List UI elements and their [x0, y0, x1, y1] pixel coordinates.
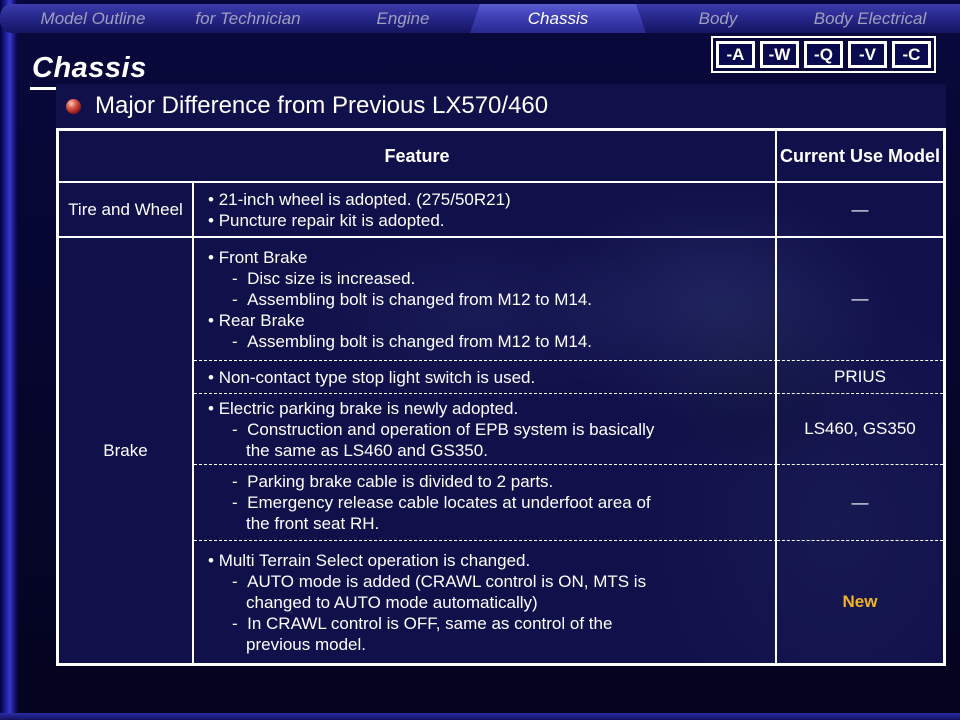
- category-cell-brake: Brake: [59, 238, 194, 663]
- content-panel: Major Difference from Previous LX570/460…: [56, 84, 946, 666]
- top-navigation: Model Outline for Technician Engine Chas…: [0, 4, 960, 33]
- shortcut-button-c[interactable]: -C: [892, 41, 931, 68]
- feature-line: Non-contact type stop light switch is us…: [202, 367, 769, 388]
- slide-heading-text: Major Difference from Previous LX570/460: [95, 92, 549, 119]
- nav-tab-engine[interactable]: Engine: [376, 8, 430, 28]
- feature-line: Rear Brake: [202, 310, 769, 331]
- feature-line: Front Brake: [202, 247, 769, 268]
- slide-heading: Major Difference from Previous LX570/460: [56, 84, 946, 128]
- feature-cell: Parking brake cable is divided to 2 part…: [194, 465, 777, 541]
- nav-tab-chassis[interactable]: Chassis: [470, 4, 646, 33]
- feature-line: Electric parking brake is newly adopted.: [202, 398, 769, 419]
- feature-cell: Electric parking brake is newly adopted.…: [194, 394, 777, 465]
- nav-tab-body[interactable]: Body: [698, 8, 738, 28]
- feature-line: AUTO mode is added (CRAWL control is ON,…: [202, 571, 769, 613]
- nav-tab-body-electrical[interactable]: Body Electrical: [813, 8, 927, 28]
- feature-line: Disc size is increased.: [202, 268, 769, 289]
- shortcut-button-a[interactable]: -A: [716, 41, 755, 68]
- nav-tab-model-outline[interactable]: Model Outline: [40, 8, 146, 28]
- feature-line: In CRAWL control is OFF, same as control…: [202, 613, 769, 655]
- model-cell: PRIUS: [777, 361, 943, 394]
- model-cell: LS460, GS350: [777, 394, 943, 465]
- feature-line: Emergency release cable locates at under…: [202, 492, 769, 534]
- shortcut-button-w[interactable]: -W: [760, 41, 799, 68]
- feature-cell: Front Brake Disc size is increased. Asse…: [194, 238, 777, 361]
- model-cell-new-badge: New: [842, 592, 878, 611]
- feature-cell: 21-inch wheel is adopted. (275/50R21) Pu…: [194, 183, 777, 238]
- section-shortcut-buttons: -A -W -Q -V -C: [711, 36, 936, 73]
- red-sphere-bullet-icon: [66, 98, 81, 114]
- bottom-frame-bar: [0, 713, 960, 720]
- model-cell: —: [777, 465, 943, 541]
- feature-line: 21-inch wheel is adopted. (275/50R21): [202, 189, 769, 210]
- shortcut-button-q[interactable]: -Q: [804, 41, 843, 68]
- feature-cell: Multi Terrain Select operation is change…: [194, 541, 777, 663]
- feature-cell: Non-contact type stop light switch is us…: [194, 361, 777, 394]
- difference-table: Feature Current Use Model Tire and Wheel…: [56, 128, 946, 666]
- feature-line: Parking brake cable is divided to 2 part…: [202, 471, 769, 492]
- feature-line: Construction and operation of EPB system…: [202, 419, 769, 461]
- nav-tab-for-technician[interactable]: for Technician: [195, 8, 301, 28]
- col-header-feature: Feature: [59, 131, 777, 183]
- feature-line: Multi Terrain Select operation is change…: [202, 550, 769, 571]
- left-frame-bar: [0, 0, 18, 720]
- feature-line: Assembling bolt is changed from M12 to M…: [202, 289, 769, 310]
- model-cell: —: [777, 238, 943, 361]
- category-cell-tire-and-wheel: Tire and Wheel: [59, 183, 194, 238]
- shortcut-button-v[interactable]: -V: [848, 41, 887, 68]
- feature-line: Assembling bolt is changed from M12 to M…: [202, 331, 769, 352]
- feature-line: Puncture repair kit is adopted.: [202, 210, 769, 231]
- model-cell: —: [777, 183, 943, 238]
- col-header-current-use-model: Current Use Model: [777, 131, 943, 183]
